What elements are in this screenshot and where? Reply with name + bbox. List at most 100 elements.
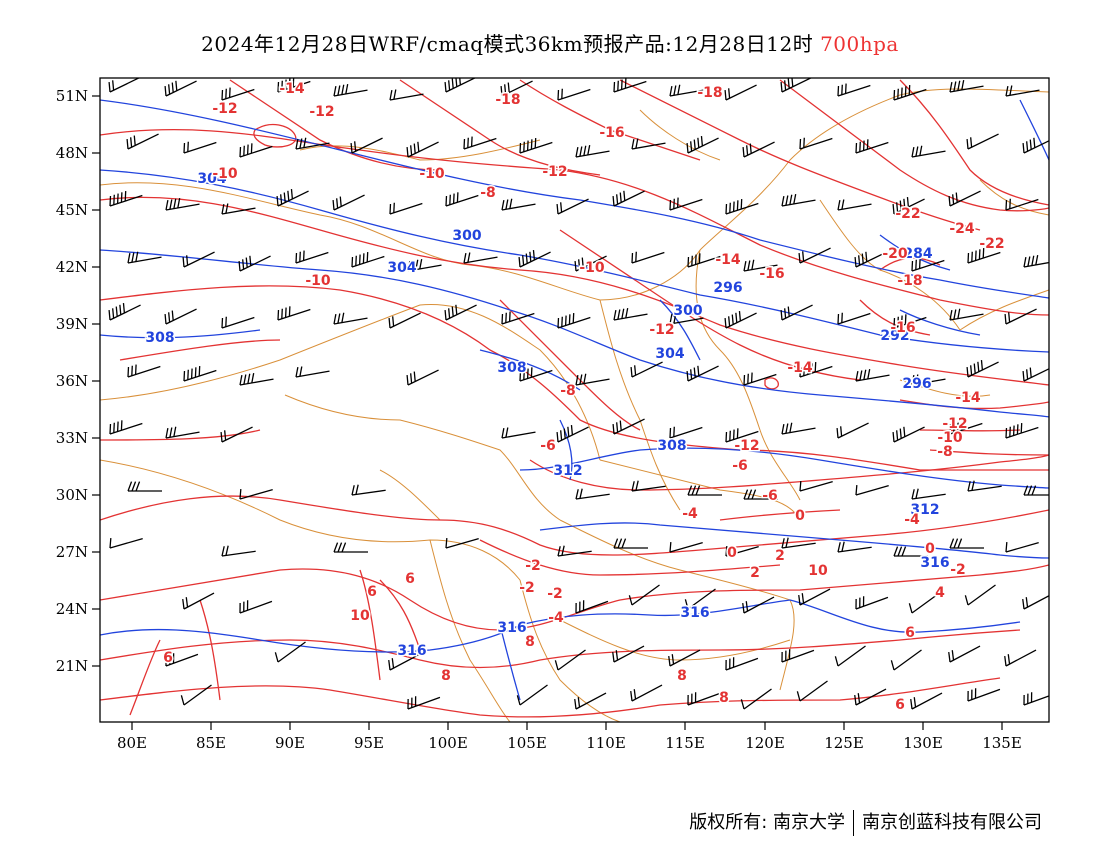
wind-barb	[1005, 85, 1040, 97]
temperature-label: -12	[542, 164, 567, 180]
wind-barb	[669, 313, 704, 325]
temperature-label: -12	[734, 438, 759, 454]
wind-barb	[854, 251, 887, 268]
temperature-label: 0	[727, 545, 737, 561]
title-main: 2024年12月28日WRF/cmaq模式36km预报产品:12月28日12时	[201, 32, 814, 56]
wind-barb	[109, 420, 143, 435]
wind-barb	[388, 653, 421, 671]
wind-barb	[893, 314, 927, 329]
temperature-label: 10	[808, 563, 828, 579]
height-label: 300	[452, 228, 481, 244]
temperature-label: -16	[890, 320, 915, 336]
wind-barb	[743, 259, 778, 272]
wind-barb	[725, 657, 759, 671]
temperature-label: -10	[579, 260, 605, 276]
temperature-label: -4	[904, 512, 920, 528]
temperature-label: -18	[697, 85, 722, 101]
temperature-label: -14	[787, 360, 813, 376]
footer-right: 南京创蓝科技有限公司	[862, 812, 1042, 833]
wind-barb	[445, 537, 479, 549]
temperature-label: -6	[732, 458, 748, 474]
wind-barb	[855, 368, 890, 382]
wind-barb	[668, 649, 701, 667]
footer-separator	[853, 810, 854, 836]
footer-left: 版权所有: 南京大学	[689, 812, 845, 833]
wind-barb	[220, 426, 253, 443]
lon-label: 85E	[196, 734, 226, 752]
wind-barb	[108, 302, 141, 321]
lat-label: 45N	[56, 201, 88, 219]
wind-barb	[239, 488, 273, 500]
wind-barb	[463, 136, 497, 150]
height-contours	[100, 99, 1049, 701]
wind-barb	[295, 137, 330, 150]
wind-barb	[556, 424, 589, 443]
lon-label: 130E	[903, 734, 943, 752]
lon-label: 110E	[586, 734, 626, 752]
wind-barb	[630, 684, 663, 702]
wind-barb	[407, 258, 442, 272]
wind-barb	[389, 89, 424, 101]
wind-barb	[406, 369, 439, 386]
height-labels: 3043003043082963003043083122922962843083…	[144, 170, 951, 661]
wind-barb	[724, 84, 757, 101]
wind-barb	[687, 485, 722, 496]
wind-barb	[1004, 649, 1037, 667]
wind-barb	[350, 137, 383, 154]
temperature-label: 4	[935, 585, 945, 601]
wind-barb	[949, 421, 983, 435]
wind-barb	[108, 78, 141, 93]
wind-barb	[669, 197, 703, 211]
wind-barb	[967, 248, 1001, 264]
wind-barb	[613, 538, 648, 549]
wind-barb	[630, 361, 663, 378]
lat-label: 39N	[56, 315, 88, 333]
wind-barb	[557, 88, 591, 101]
wind-barb	[966, 133, 999, 150]
wind-barb	[908, 592, 940, 614]
wind-barb	[574, 255, 607, 272]
wind-barb	[631, 251, 665, 264]
wind-barb	[855, 484, 889, 496]
height-label: 316	[680, 605, 709, 621]
height-label: 316	[920, 555, 949, 571]
wind-barb	[1023, 692, 1049, 706]
wind-barb	[781, 193, 816, 207]
height-label: 304	[197, 171, 226, 187]
temperature-contours	[100, 79, 1049, 718]
wind-barb	[109, 191, 143, 207]
wind-barb	[574, 692, 607, 710]
wind-barb	[725, 199, 759, 215]
wind-barb	[948, 645, 981, 663]
wind-barb	[892, 426, 925, 443]
temperature-label: -4	[548, 610, 564, 626]
temperature-label: -12	[212, 101, 237, 117]
lat-axis: 51N 48N 45N 42N 39N 36N 33N 30N 27N 24N 21N	[56, 87, 100, 675]
lat-label: 36N	[56, 372, 88, 390]
lat-label: 42N	[56, 258, 88, 276]
wind-barb	[687, 253, 721, 268]
wind-barb	[613, 78, 647, 93]
wind-barb	[444, 304, 477, 321]
wind-barb	[501, 311, 535, 325]
footer-copyright: 版权所有: 南京大学 南京创蓝科技有限公司	[689, 808, 1042, 836]
wind-barb	[444, 78, 477, 93]
wind-barb	[333, 542, 368, 553]
temperature-label: -24	[949, 221, 975, 237]
temperature-label: -12	[649, 322, 674, 338]
wind-barb	[628, 584, 660, 606]
wind-barb	[575, 600, 609, 614]
wind-barb	[238, 255, 271, 272]
wind-barb	[277, 78, 311, 93]
temperature-label: -10	[419, 166, 445, 182]
wind-barb	[949, 308, 984, 321]
wind-barb	[295, 250, 329, 264]
height-label: 284	[903, 246, 932, 262]
wind-barb	[837, 541, 872, 553]
temperature-label: 8	[525, 634, 535, 650]
wind-barb	[837, 199, 872, 211]
wind-barb	[966, 359, 999, 378]
wind-barb	[799, 362, 833, 378]
wind-barb	[836, 422, 869, 439]
